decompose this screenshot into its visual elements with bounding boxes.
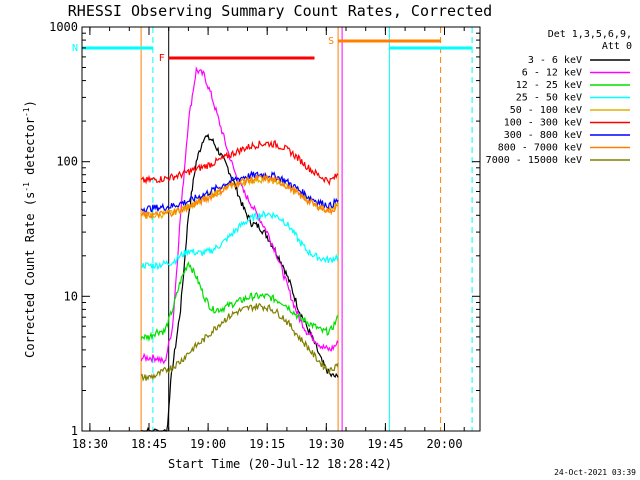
- series-line: [140, 210, 339, 271]
- x-tick-label: 18:30: [72, 437, 108, 451]
- legend-label: 800 - 7000 keV: [498, 143, 582, 154]
- flag-label: N: [72, 43, 78, 54]
- legend-header-line-2: Att 0: [602, 41, 632, 52]
- legend-label: 3 - 6 keV: [528, 55, 582, 66]
- y-tick-label: 10: [64, 289, 78, 303]
- flag-label: S: [328, 36, 334, 47]
- legend-header-line-1: Det 1,3,5,6,9,: [548, 29, 632, 40]
- x-tick-label: 19:45: [367, 437, 403, 451]
- x-tick-label: 19:15: [249, 437, 285, 451]
- chart-title: RHESSI Observing Summary Count Rates, Co…: [68, 2, 492, 20]
- series-line: [140, 133, 339, 432]
- x-tick-label: 18:45: [131, 437, 167, 451]
- flag-bars: N F S: [72, 36, 473, 64]
- x-tick-label: 20:00: [426, 437, 462, 451]
- y-tick-label: 100: [56, 155, 78, 169]
- series-line: [140, 302, 339, 382]
- legend-label: 6 - 12 keV: [522, 68, 582, 79]
- legend-label: 7000 - 15000 keV: [486, 155, 582, 166]
- footer-timestamp: 24-Oct-2021 03:39: [554, 468, 636, 477]
- series-line: [140, 139, 339, 186]
- x-tick-label: 19:00: [190, 437, 226, 451]
- x-tick-label: 19:30: [308, 437, 344, 451]
- legend-label: 300 - 800 keV: [504, 130, 582, 141]
- y-tick-label: 1: [71, 424, 78, 438]
- legend-label: 50 - 100 keV: [510, 105, 582, 116]
- series-line: [140, 170, 339, 213]
- y-axis-label: Corrected Count Rate (s-1 detector-1): [22, 100, 37, 358]
- plot-frame: [81, 26, 481, 432]
- axis-ticks: 18:30 18:45 19:00 19:15 19:30 19:45 20:00 1 10 10…: [49, 20, 480, 451]
- legend-label: 100 - 300 keV: [504, 118, 582, 129]
- legend-label: 12 - 25 keV: [516, 80, 582, 91]
- series-line: [140, 173, 339, 221]
- series-lines: [140, 65, 339, 432]
- y-tick-label: 1000: [49, 20, 78, 34]
- legend-label: 25 - 50 keV: [516, 93, 582, 104]
- x-axis-label: Start Time (20-Jul-12 18:28:42): [168, 457, 392, 471]
- flag-label: F: [159, 53, 165, 64]
- series-line: [140, 261, 339, 343]
